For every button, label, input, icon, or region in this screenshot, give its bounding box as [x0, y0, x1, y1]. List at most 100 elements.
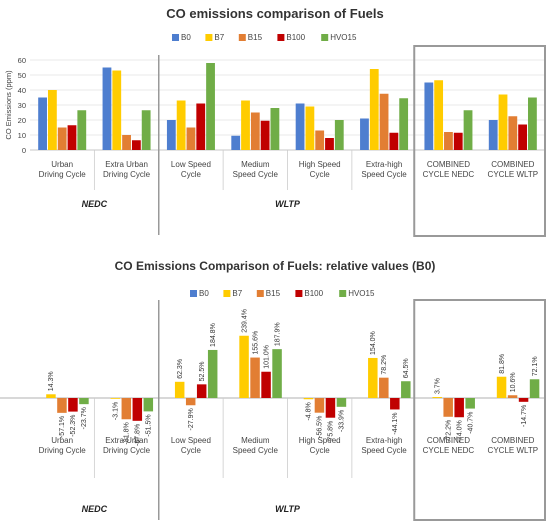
bar-hvo15 [272, 349, 282, 398]
data-label: -27.9% [188, 408, 195, 430]
bar-b100 [325, 138, 334, 150]
bar-b15 [122, 135, 131, 150]
bar-b7 [496, 376, 507, 398]
bar-b15 [379, 93, 389, 150]
bar-hvo15 [528, 97, 537, 150]
data-label: 101.0% [263, 345, 270, 369]
group-label-nedc: NEDC [82, 199, 108, 209]
bar-hvo15 [207, 349, 218, 398]
x-category-label: Extra Urban Driving Cycle [103, 436, 151, 455]
legend-label-b100: B100 [286, 33, 305, 42]
data-label: 72.1% [532, 356, 539, 376]
bar-b15 [186, 127, 196, 150]
data-label: 187.9% [274, 322, 281, 346]
bar-hvo15 [399, 98, 409, 150]
legend-label-b7: B7 [232, 289, 242, 298]
data-label: -87.8% [135, 424, 142, 446]
legend-label-b7: B7 [214, 33, 224, 42]
data-label: -56.5% [317, 416, 324, 438]
bar-hvo15 [270, 108, 280, 150]
bar-b15 [57, 398, 67, 413]
data-label: 184.8% [210, 323, 217, 347]
bar-hvo15 [77, 110, 87, 150]
data-label: -40.7% [467, 412, 474, 434]
x-category-label: Urban Driving Cycle [39, 436, 87, 455]
data-label: 10.6% [510, 372, 517, 392]
bar-b100 [389, 132, 399, 150]
combined-cycles-highlight-box [413, 299, 546, 521]
legend-swatch-hvo15 [339, 290, 347, 297]
y-tick-label: 60 [18, 56, 26, 65]
combined-cycles-highlight-box [413, 45, 546, 237]
bar-b7 [432, 397, 442, 398]
bar-b15 [443, 398, 453, 417]
bar-b100 [260, 120, 270, 150]
bar-b7 [47, 90, 57, 150]
bar-b7 [369, 69, 379, 150]
group-label-nedc: NEDC [82, 504, 108, 514]
data-label: -72.2% [445, 420, 452, 442]
bar-b7 [46, 394, 56, 398]
chart-title: CO emissions comparison of Fuels [166, 6, 383, 21]
x-category-label: Medium Speed Cycle [233, 436, 279, 455]
x-category-label: COMBINED CYCLE WLTP [488, 160, 539, 179]
x-category-label: High Speed Cycle [299, 160, 341, 179]
y-tick-label: 10 [18, 131, 26, 140]
y-tick-label: 50 [18, 71, 26, 80]
data-label: -52.3% [70, 415, 77, 437]
bar-b7 [241, 100, 250, 150]
legend-swatch-b7 [223, 290, 231, 297]
y-tick-label: 20 [18, 116, 26, 125]
data-label: 155.6% [252, 331, 259, 355]
data-label: -75.8% [328, 421, 335, 443]
bar-b100 [67, 125, 77, 150]
bar-b0 [295, 103, 305, 150]
bar-b7 [434, 80, 444, 150]
bar-b0 [231, 135, 241, 150]
legend-label-b0: B0 [199, 289, 209, 298]
bar-b15 [250, 112, 260, 150]
bar-b100 [453, 132, 463, 150]
legend-swatch-b0 [172, 34, 179, 41]
y-axis-label: CO Emissions (ppm) [4, 70, 13, 140]
y-tick-label: 0 [22, 146, 26, 155]
bar-hvo15 [206, 63, 215, 150]
x-category-label: Extra Urban Driving Cycle [103, 160, 151, 179]
data-label: 52.5% [199, 361, 206, 381]
legend-label-b15: B15 [266, 289, 281, 298]
legend-swatch-b100 [277, 34, 285, 41]
bar-b7 [174, 381, 185, 398]
bar-b100 [325, 398, 336, 418]
data-label: 154.0% [370, 331, 377, 355]
bar-b100 [196, 103, 206, 150]
bar-b7 [110, 398, 121, 399]
bar-b100 [390, 398, 400, 410]
bar-b7 [239, 335, 249, 398]
bar-b100 [68, 398, 78, 412]
x-category-label: Medium Speed Cycle [233, 160, 279, 179]
data-label: 62.3% [177, 359, 184, 379]
y-tick-label: 30 [18, 101, 26, 110]
bar-b100 [518, 124, 528, 150]
bar-b0 [102, 67, 112, 150]
bar-hvo15 [143, 398, 154, 412]
bar-b7 [305, 106, 315, 150]
bar-b0 [360, 118, 369, 150]
data-label: -14.7% [521, 405, 528, 427]
bar-b15 [121, 398, 132, 420]
bar-b7 [368, 357, 378, 398]
x-category-label: High Speed Cycle [299, 436, 341, 455]
bar-b15 [314, 398, 325, 413]
bar-b0 [424, 82, 434, 150]
bar-b0 [488, 120, 498, 150]
legend-swatch-b7 [205, 34, 213, 41]
chart-title: CO Emissions Comparison of Fuels: relati… [115, 259, 436, 273]
legend-label-hvo15: HVO15 [330, 33, 357, 42]
bar-b100 [131, 140, 141, 150]
x-category-label: Urban Driving Cycle [39, 160, 87, 179]
x-category-label: Extra-high Speed Cycle [361, 436, 407, 455]
bar-b15 [508, 116, 518, 150]
bar-b7 [112, 70, 122, 150]
data-label: 14.3% [48, 371, 55, 391]
